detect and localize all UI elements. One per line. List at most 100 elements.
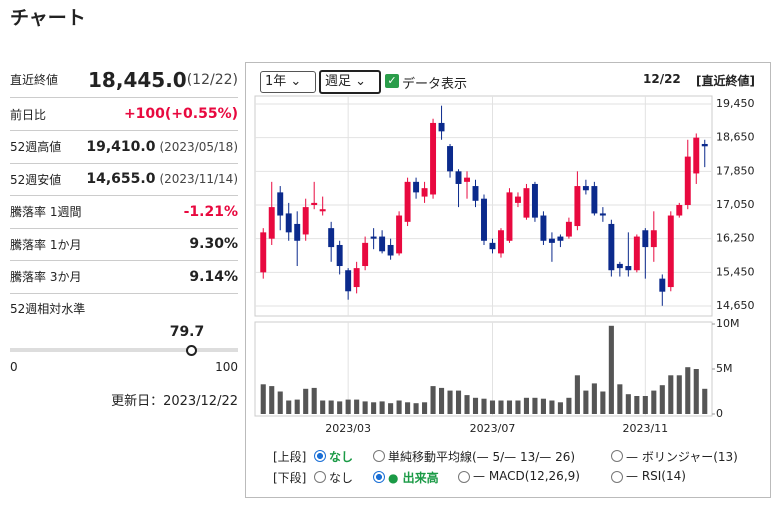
label: 騰落率 3か月 [10, 270, 82, 284]
volume-bar [472, 397, 479, 414]
label: 52週安値 [10, 172, 62, 187]
volume-bar [625, 394, 631, 414]
volume-bar [702, 388, 708, 414]
volume-bar [574, 375, 580, 414]
volume-bar [388, 403, 394, 414]
value: -1.21% [183, 203, 238, 220]
label: 騰落率 1週間 [10, 205, 82, 219]
volume-bar [685, 367, 691, 414]
candle-body [387, 244, 394, 256]
candle-body [659, 278, 666, 292]
volume-bar [549, 400, 555, 414]
candle-body [498, 230, 504, 254]
label: 騰落率 1か月 [10, 237, 82, 252]
candle-body [421, 188, 428, 197]
page-title: チャート [10, 7, 86, 29]
section-label: [下段] [273, 471, 307, 485]
candle-body [277, 192, 284, 216]
candle-body [531, 183, 538, 218]
candle-body [599, 213, 606, 216]
candle-body [506, 192, 513, 241]
radio[interactable] [314, 450, 326, 462]
value: 19,410.0 [86, 138, 156, 155]
option-label: — MACD(12,26,9) [473, 469, 580, 483]
volume-bar [506, 400, 513, 414]
volume-bar [523, 397, 529, 414]
interval-select[interactable]: 週足 ⌄ [319, 70, 381, 94]
volume-bar [583, 390, 589, 414]
candle-body [565, 221, 572, 237]
volume-bar [642, 396, 648, 414]
y2-tick-label: 0 [716, 407, 723, 420]
x-tick-label: 2023/11 [622, 422, 668, 435]
x-tick-label: 2023/03 [325, 422, 371, 435]
radio[interactable] [611, 471, 623, 483]
radio[interactable] [458, 471, 470, 483]
value: +100(+0.55%) [123, 106, 238, 122]
candle-body [684, 156, 691, 205]
volume-bar [464, 395, 470, 414]
volume-bar [337, 401, 343, 414]
volume-bar [447, 390, 453, 414]
slider-track [10, 348, 238, 352]
y-tick-label: 17,050 [716, 198, 755, 211]
candle-body [311, 202, 318, 205]
candle-body [302, 207, 309, 235]
candle-body [676, 205, 683, 216]
volume-bar [260, 384, 266, 414]
date: (2023/11/14) [159, 172, 238, 186]
volume-bar [422, 402, 428, 414]
summary-row: 騰落率 1か月 9.30% [10, 228, 238, 261]
volume-bar [413, 403, 419, 414]
volume-bar [532, 397, 538, 414]
period-select[interactable]: 1年 ⌄ [260, 71, 316, 93]
volume-bar [379, 401, 385, 414]
candle-body [591, 186, 598, 214]
volume-bar [693, 369, 699, 414]
option-label: なし [329, 450, 354, 464]
volume-bar [600, 391, 606, 414]
candle-body [362, 242, 369, 267]
volume-bar [286, 400, 292, 414]
candle-body [294, 223, 301, 241]
candle-body [642, 230, 649, 248]
checkbox[interactable]: ✓ [385, 74, 399, 88]
radio[interactable] [611, 450, 623, 462]
candle-body [328, 228, 335, 248]
volume-bar [396, 400, 402, 414]
label: 前日比 [10, 107, 47, 122]
option-label: ● 出来高 [388, 471, 439, 485]
volume-bar [362, 401, 368, 414]
y-tick-label: 15,450 [716, 265, 755, 278]
candle-body [633, 236, 640, 271]
volume-bar [566, 397, 572, 414]
candle-body [268, 207, 275, 239]
candle-body [260, 232, 267, 273]
candle-body [540, 215, 547, 241]
radio[interactable] [373, 471, 385, 483]
volume-bar [498, 400, 504, 414]
volume-bar [608, 325, 614, 414]
volume-bar [294, 399, 300, 414]
candle-body [396, 215, 403, 254]
candle-body [481, 198, 487, 241]
candle-body [353, 268, 360, 288]
volume-bar [659, 385, 665, 414]
candle-body [438, 122, 445, 132]
volume-bar [269, 386, 275, 414]
y2-tick-label: 5M [716, 362, 733, 375]
option-label: — RSI(14) [626, 469, 686, 483]
candle-body [523, 188, 530, 218]
volume-bar [320, 400, 326, 414]
y2-tick-label: 10M [716, 317, 740, 330]
label: 52週相対水準 [10, 302, 86, 316]
volume-bar [481, 398, 487, 414]
x-tick-label: 2023/07 [470, 422, 516, 435]
radio[interactable] [373, 450, 385, 462]
volume-bar [277, 391, 283, 414]
candle-body [285, 213, 292, 233]
y-tick-label: 18,650 [716, 131, 755, 144]
radio[interactable] [314, 471, 326, 483]
